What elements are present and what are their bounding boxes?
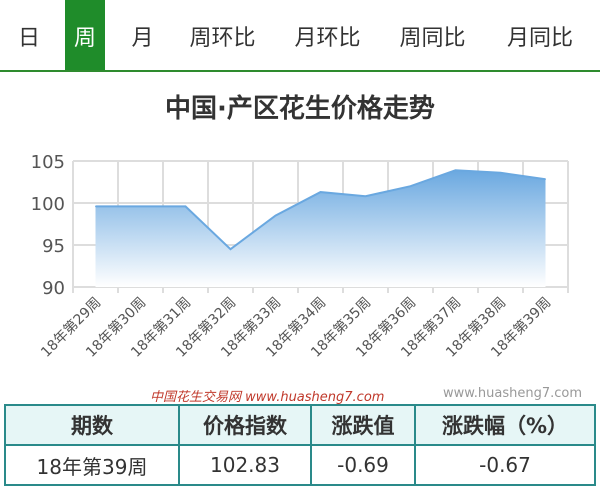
tab-2[interactable]: 月 [131, 26, 154, 51]
y-tick-label: 100 [31, 194, 65, 215]
summary-table: 期数 价格指数 涨跌值 涨跌幅（%） 18年第39周 102.83 -0.69 -0.67 [4, 404, 596, 486]
tab-1[interactable]: 周 [65, 0, 105, 70]
chart-title: 中国·产区花生价格走势 [165, 94, 435, 124]
data-point [320, 191, 321, 193]
cell-change: -0.69 [310, 444, 416, 486]
data-point [185, 205, 186, 207]
y-tick-label: 105 [31, 152, 65, 173]
cell-period: 18年第39周 [4, 444, 180, 486]
data-point [500, 172, 501, 174]
price-chart: 909510010518年第29周18年第30周18年第31周18年第32周18… [31, 152, 569, 361]
data-point [410, 185, 411, 187]
y-tick-label: 95 [42, 236, 65, 257]
data-point [455, 169, 456, 171]
header-period: 期数 [4, 404, 180, 446]
period-tabs: 日周 月 周环比 月环比 周同比 月同比 [0, 0, 600, 72]
data-point [365, 195, 366, 197]
tab-6[interactable]: 月同比 [506, 26, 573, 51]
header-change: 涨跌值 [310, 404, 416, 446]
tab-5[interactable]: 周同比 [399, 26, 466, 51]
tab-3[interactable]: 周环比 [189, 26, 256, 51]
area-fill [95, 170, 546, 287]
y-tick-label: 90 [42, 278, 65, 299]
data-point [545, 178, 546, 180]
cell-index: 102.83 [178, 444, 312, 486]
watermark-logo: 中国花生交易网 www.huasheng7.com [150, 390, 385, 405]
data-point [230, 248, 231, 250]
tab-0[interactable]: 日 [17, 26, 40, 51]
cell-change-pct: -0.67 [414, 444, 596, 486]
header-index: 价格指数 [178, 404, 312, 446]
data-point [95, 205, 96, 207]
data-point [140, 205, 141, 207]
data-point [275, 215, 276, 217]
table-row: 18年第39周 102.83 -0.69 -0.67 [4, 444, 596, 486]
header-change-pct: 涨跌幅（%） [414, 404, 596, 446]
tab-4[interactable]: 月环比 [294, 26, 361, 51]
site-url: www.huasheng7.com [443, 386, 582, 401]
